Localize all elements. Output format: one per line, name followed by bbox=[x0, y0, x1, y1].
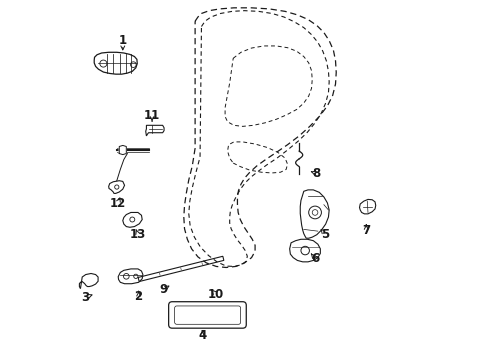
Text: 9: 9 bbox=[159, 283, 167, 296]
Text: 2: 2 bbox=[134, 290, 142, 303]
Text: 4: 4 bbox=[198, 329, 206, 342]
Text: 11: 11 bbox=[143, 109, 160, 122]
Text: 8: 8 bbox=[312, 167, 320, 180]
Polygon shape bbox=[119, 145, 126, 154]
Text: 13: 13 bbox=[129, 228, 146, 241]
Text: 6: 6 bbox=[310, 252, 319, 265]
Text: 1: 1 bbox=[119, 34, 126, 47]
Text: 10: 10 bbox=[208, 288, 224, 301]
Text: 5: 5 bbox=[321, 228, 329, 241]
Text: 7: 7 bbox=[362, 224, 369, 237]
Text: 12: 12 bbox=[109, 198, 125, 211]
Text: 3: 3 bbox=[81, 291, 90, 303]
